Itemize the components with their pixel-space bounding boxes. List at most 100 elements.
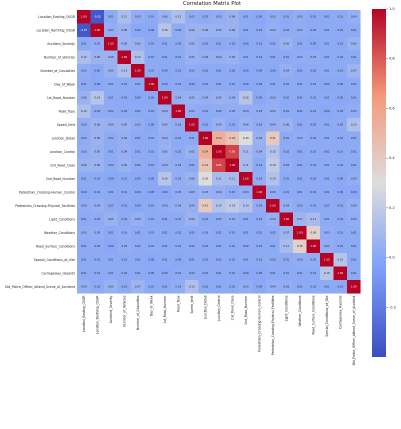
cell-value-label: 0.04: [351, 14, 357, 18]
row-tick-label: Pedestrian_Crossing-Human_Control: [19, 190, 75, 194]
heatmap-cell: [239, 185, 253, 200]
cell-value-label: 0.01: [121, 109, 127, 113]
cell-value-label: 0.01: [121, 271, 127, 275]
cell-value-label: 0.01: [297, 122, 303, 126]
cell-value-label: 0.05: [121, 122, 127, 126]
heatmap-cell: [144, 253, 159, 267]
cell-value-label: 0.05: [256, 136, 262, 140]
cell-value-label: 0.01: [202, 122, 208, 126]
heatmap-cell: [77, 239, 91, 254]
cell-value-label: 0.00: [243, 41, 249, 45]
heatmap-cell: [158, 239, 172, 254]
cell-value-label: 0.00: [162, 190, 168, 194]
heatmap-cell: [144, 212, 159, 227]
cell-value-label: 0.06: [81, 95, 87, 99]
heatmap-cell: [171, 266, 186, 281]
heatmap-cell: [252, 50, 267, 65]
heatmap-cell: [347, 239, 361, 254]
heatmap-cell: [306, 77, 321, 92]
cell-value-label: 0.03: [297, 14, 303, 18]
cell-value-label: 0.00: [256, 82, 262, 86]
heatmap-cell: [279, 64, 294, 78]
heatmap-cell: [104, 118, 118, 132]
heatmap-cell: [347, 266, 361, 281]
heatmap-cell: [104, 131, 118, 146]
heatmap-cell: [171, 172, 186, 186]
colorbar-tick-label: 0.6: [389, 106, 395, 110]
heatmap-cell: [77, 91, 91, 105]
heatmap-cell: [104, 199, 118, 213]
heatmap-cell: [293, 77, 307, 92]
cell-value-label: 0.03: [297, 55, 303, 59]
cell-value-label: 0.03: [256, 203, 262, 207]
cell-value-label: 0.30: [243, 136, 249, 140]
heatmap-cell: [320, 185, 334, 200]
cell-value-label: 0.04: [270, 28, 276, 32]
cell-value-label: 0.01: [162, 230, 168, 234]
cell-value-label: 0.01: [202, 257, 208, 261]
colorbar-tick-label: 0.8: [389, 57, 395, 61]
heatmap-cell: [117, 266, 132, 281]
heatmap-cell: [212, 91, 226, 105]
cell-value-label: 0.00: [256, 14, 262, 18]
heatmap-cell: [212, 212, 226, 227]
heatmap-cell: [252, 91, 267, 105]
heatmap-cell: [198, 118, 213, 132]
heatmap-cell: [144, 37, 159, 51]
cell-value-label: 0.03: [297, 136, 303, 140]
cell-value-label: 1.00: [310, 244, 316, 248]
cell-value-label: 0.85: [216, 163, 222, 167]
cell-value-label: 0.03: [162, 203, 168, 207]
cell-value-label: 0.01: [229, 271, 235, 275]
cell-value-label: 0.01: [310, 163, 316, 167]
heatmap-cell: [171, 212, 186, 227]
cell-value-label: 0.01: [135, 149, 141, 153]
cell-value-label: 0.01: [297, 284, 303, 288]
cell-value-label: 0.07: [135, 284, 141, 288]
cell-value-label: 0.01: [135, 230, 141, 234]
cell-value-label: 0.01: [229, 122, 235, 126]
cell-value-label: 0.00: [270, 68, 276, 72]
heatmap-cell: [293, 10, 307, 24]
cell-value-label: 0.02: [175, 28, 181, 32]
cell-value-label: 0.01: [297, 190, 303, 194]
heatmap-cell: [239, 212, 253, 227]
cell-value-label: 1.00: [108, 41, 114, 45]
column-tick-label: Day_of_Week: [149, 295, 153, 316]
cell-value-label: 0.16: [337, 257, 343, 261]
heatmap-cell: [131, 266, 145, 281]
column-tick-label: Carriageway_Hazards: [338, 295, 342, 329]
heatmap-cell: [144, 185, 159, 200]
cell-value-label: 0.04: [216, 190, 222, 194]
heatmap-cell: [239, 145, 253, 159]
cell-value-label: 0.06: [121, 41, 127, 45]
cell-value-label: 1.00: [256, 190, 262, 194]
heatmap-cell: [293, 239, 307, 254]
heatmap-cell: [77, 226, 91, 240]
heatmap-cell: [347, 253, 361, 267]
heatmap-cell: [293, 50, 307, 65]
cell-value-label: 0.03: [324, 230, 330, 234]
cell-value-label: 0.03: [189, 14, 195, 18]
cell-value-label: 0.01: [121, 190, 127, 194]
cell-value-label: 0.04: [135, 217, 141, 221]
heatmap-cell: [239, 280, 253, 294]
heatmap-cell: [185, 104, 199, 119]
cell-value-label: 0.04: [270, 122, 276, 126]
cell-value-label: 0.05: [135, 41, 141, 45]
cell-value-label: 0.01: [175, 244, 181, 248]
cell-value-label: 0.01: [202, 82, 208, 86]
cell-value-label: 0.02: [202, 41, 208, 45]
cell-value-label: 0.02: [283, 28, 289, 32]
row-tick-label: Pedestrian_Crossing-Physical_Facilities: [15, 204, 75, 208]
cell-value-label: 0.01: [162, 41, 168, 45]
heatmap-cell: [347, 50, 361, 65]
cell-value-label: 0.13: [81, 109, 87, 113]
heatmap-cell: [279, 77, 294, 92]
heatmap-cell: [212, 23, 226, 38]
cell-value-label: 0.01: [135, 136, 141, 140]
cell-value-label: 0.06: [229, 28, 235, 32]
heatmap-cell: [293, 266, 307, 281]
column-tick-label: 1st_Road_Number: [163, 295, 167, 324]
cell-value-label: 0.05: [216, 28, 222, 32]
